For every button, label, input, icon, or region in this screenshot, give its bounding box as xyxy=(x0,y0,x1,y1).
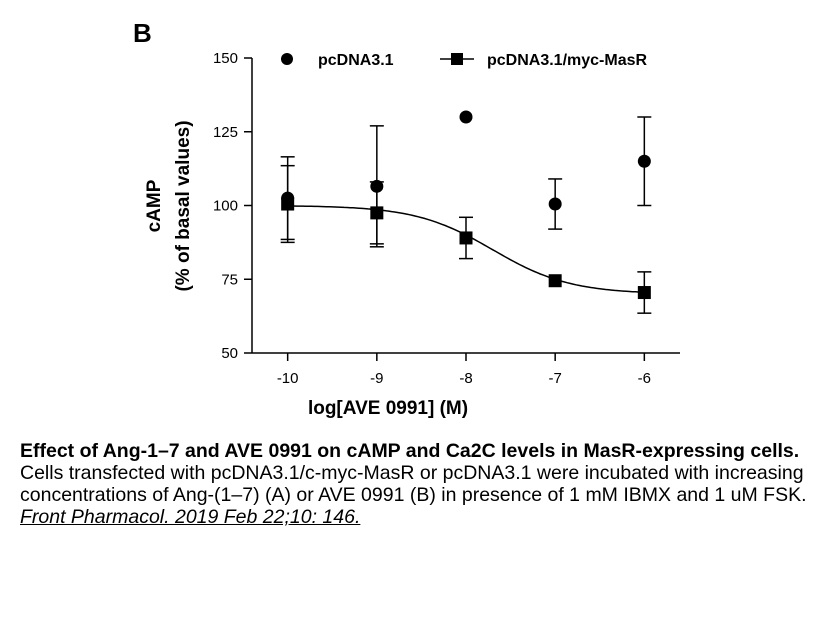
data-point-circle xyxy=(459,110,473,124)
panel-label: B xyxy=(133,18,152,48)
legend: pcDNA3.1 pcDNA3.1/myc-MasR xyxy=(281,52,648,69)
x-ticks: -10 -9 -8 -7 -6 xyxy=(277,353,651,387)
x-tick-label: -7 xyxy=(548,370,561,387)
series-masr xyxy=(280,164,652,314)
caption-title: Effect of Ang-1–7 and AVE 0991 on cAMP a… xyxy=(20,440,800,462)
x-axis-title: log[AVE 0991] (M) xyxy=(308,398,468,419)
data-point-square xyxy=(459,231,473,245)
legend-marker-pcdna31 xyxy=(281,53,293,65)
plot-area xyxy=(280,110,652,314)
axes: 50 75 100 125 150 -10 -9 -8 -7 -6 xyxy=(213,50,680,387)
y-tick-label: 125 xyxy=(213,124,238,141)
data-point-circle xyxy=(637,154,651,168)
data-point-circle xyxy=(548,197,562,211)
legend-label-pcdna31: pcDNA3.1 xyxy=(318,52,394,69)
legend-marker-masr xyxy=(451,53,463,65)
data-point-square xyxy=(281,197,295,211)
y-tick-label: 75 xyxy=(221,271,238,288)
y-tick-label: 50 xyxy=(221,345,238,362)
data-point-square xyxy=(548,274,562,288)
y-tick-label: 100 xyxy=(213,198,238,215)
caption-citation-link[interactable]: Front Pharmacol. 2019 Feb 22;10: 146. xyxy=(20,506,361,528)
data-point-square xyxy=(637,286,651,300)
caption-body: Cells transfected with pcDNA3.1/c-myc-Ma… xyxy=(20,462,807,506)
y-axis-title-line1: cAMP xyxy=(144,179,165,232)
y-tick-label: 150 xyxy=(213,50,238,67)
chart: B pcDNA3.1 pcDNA3.1/myc-MasR 50 75 100 125 1… xyxy=(133,18,680,419)
data-point-square xyxy=(370,206,384,220)
legend-label-masr: pcDNA3.1/myc-MasR xyxy=(487,52,648,69)
y-ticks: 50 75 100 125 150 xyxy=(213,50,252,362)
x-tick-label: -8 xyxy=(459,370,472,387)
y-axis-title-line2: (% of basal values) xyxy=(173,120,194,291)
x-tick-label: -9 xyxy=(370,370,383,387)
x-tick-label: -6 xyxy=(638,370,651,387)
figure-caption: Effect of Ang-1–7 and AVE 0991 on cAMP a… xyxy=(20,440,825,528)
x-tick-label: -10 xyxy=(277,370,299,387)
